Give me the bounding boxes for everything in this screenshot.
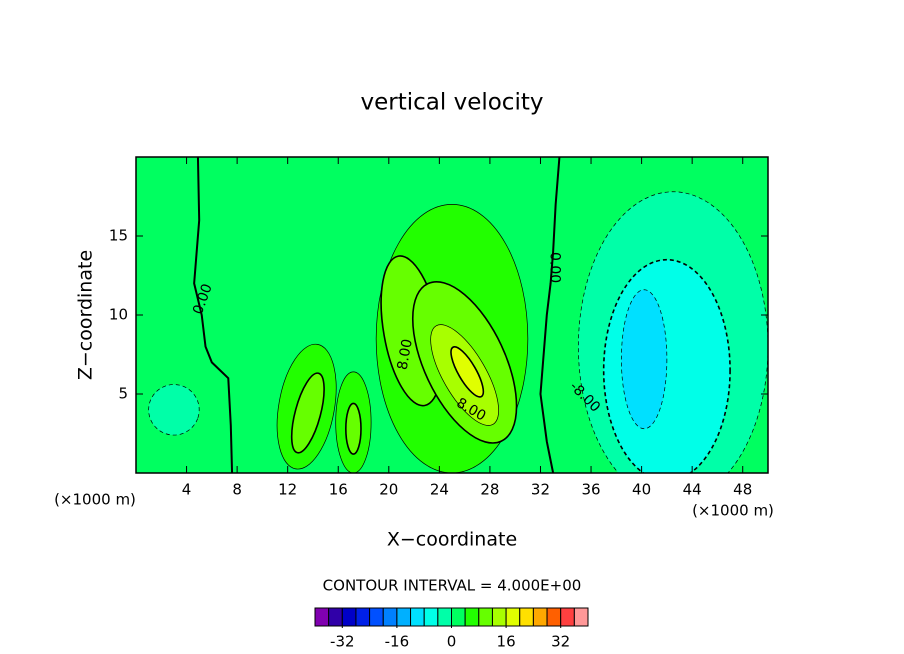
colorbar-box [314, 607, 330, 627]
y-tick-label: 5 [118, 385, 128, 403]
y-unit: (×1000 m) [54, 491, 136, 509]
x-axis-label: X−coordinate [387, 529, 517, 551]
colorbar-box [423, 607, 439, 627]
x-tick-label: 16 [329, 481, 348, 499]
colorbar-box [573, 607, 589, 627]
x-tick-label: 8 [232, 481, 242, 499]
colorbar-box [451, 607, 466, 627]
colorbar-box [369, 607, 384, 627]
x-tick-label: 24 [430, 481, 449, 499]
colorbar-box [437, 607, 453, 627]
contour-region [621, 289, 668, 430]
colorbar-box [546, 607, 562, 627]
x-tick-label: 32 [531, 481, 550, 499]
contour-label: 0.00 [546, 252, 562, 283]
contour-interval: CONTOUR INTERVAL = 4.000E+00 [323, 577, 582, 595]
x-tick-label: 12 [278, 481, 297, 499]
colorbar-box [328, 607, 343, 627]
x-tick-label: 36 [581, 481, 600, 499]
y-axis-label: Z−coordinate [75, 250, 97, 380]
zero-contour [539, 157, 561, 473]
x-tick-label: 20 [379, 481, 398, 499]
x-tick-label: 28 [480, 481, 499, 499]
colorbar-box [355, 607, 371, 627]
x-tick-label: 48 [733, 481, 752, 499]
colorbar-tick-label: 0 [447, 633, 457, 651]
colorbar-box [464, 607, 480, 627]
chart-title: vertical velocity [361, 90, 544, 116]
contour-region [148, 384, 200, 436]
x-tick-label: 40 [632, 481, 651, 499]
colorbar-box [505, 607, 521, 627]
contour-region [290, 372, 325, 454]
colorbar-box [491, 607, 507, 627]
contour-region [450, 346, 485, 398]
zero-contour [193, 157, 234, 473]
colorbar-tick-label: 32 [551, 633, 570, 651]
colorbar-box [341, 607, 357, 627]
y-tick-label: 10 [109, 306, 128, 324]
y-tick-label: 15 [109, 227, 128, 245]
x-tick-label: 4 [182, 481, 192, 499]
contour-region [345, 402, 362, 455]
colorbar-box [382, 607, 398, 627]
colorbar-tick-label: -16 [385, 633, 410, 651]
colorbar-box [532, 607, 548, 627]
plot-area: 0.000.008.008.00 -8.00 [136, 157, 768, 473]
colorbar-tick-label: 16 [497, 633, 516, 651]
contour-label: 8.00 [395, 338, 416, 371]
x-tick-label: 44 [683, 481, 702, 499]
colorbar-box [519, 607, 534, 627]
colorbar-box [560, 607, 575, 627]
colorbar-box [410, 607, 425, 627]
x-unit: (×1000 m) [692, 502, 774, 520]
colorbar-box [478, 607, 493, 627]
colorbar-tick-label: -32 [330, 633, 355, 651]
colorbar-box [396, 607, 412, 627]
